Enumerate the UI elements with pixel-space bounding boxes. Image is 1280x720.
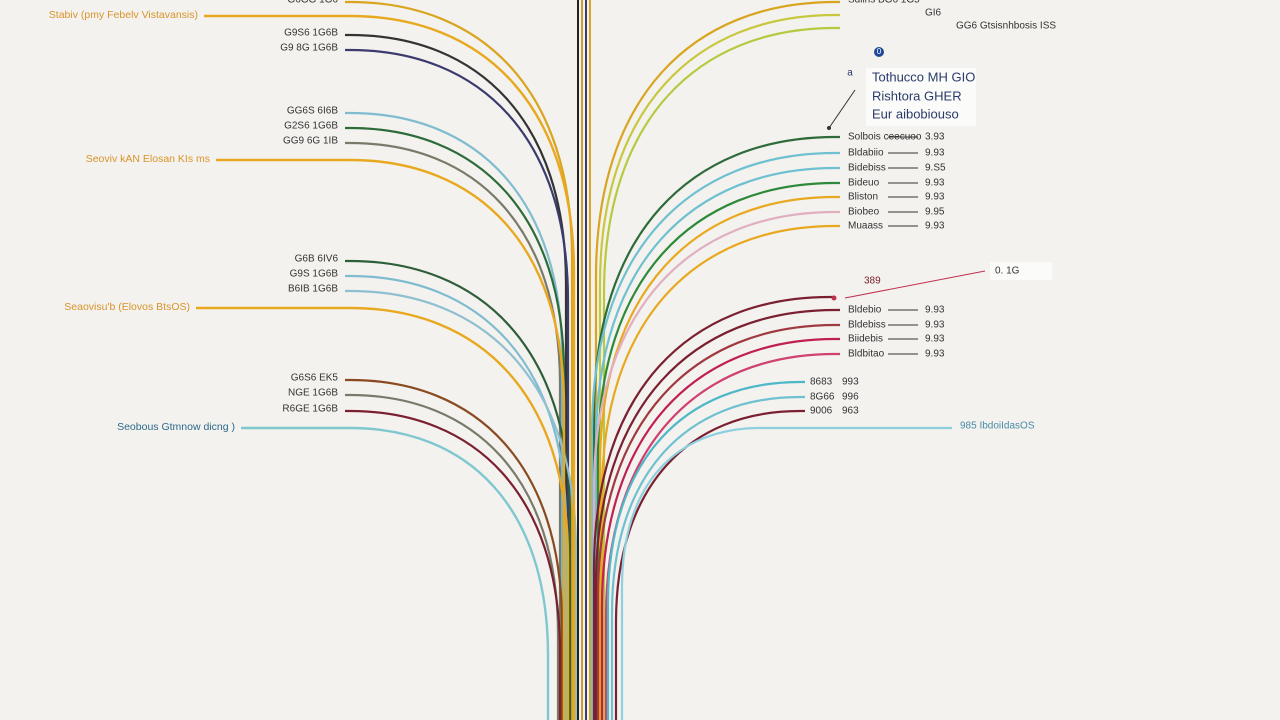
- flow-line: [594, 0, 840, 720]
- row-value: 9.95: [925, 207, 945, 218]
- row-value: 9.93: [925, 349, 945, 360]
- left-label: G9 8G 1G6B: [280, 43, 338, 54]
- row-name: Bideuo: [848, 178, 880, 189]
- flow-line: [592, 295, 834, 720]
- flow-line: [241, 426, 550, 720]
- left-label: G9S 1G6B: [290, 269, 339, 280]
- right-top-label: GG6 Gtsisnhbosis ISS: [956, 21, 1056, 32]
- flow-line: [598, 13, 840, 720]
- code-name: 9006: [810, 406, 833, 417]
- flow-line: [590, 151, 840, 720]
- row-value: 9.93: [925, 334, 945, 345]
- flow-line: [345, 126, 566, 720]
- flow-line: [614, 409, 805, 720]
- left-label: GG6S 6I6B: [287, 106, 338, 117]
- code-value: 963: [842, 406, 859, 417]
- row-value: 9.93: [925, 221, 945, 232]
- flow-line: [600, 224, 840, 720]
- row-value: 9.93: [925, 320, 945, 331]
- right-top-label: GI6: [925, 8, 942, 19]
- row-value: 9.93: [925, 305, 945, 316]
- marker: a: [847, 68, 853, 79]
- left-label: G6S6 EK5: [291, 373, 339, 384]
- row-name: Bldebio: [848, 305, 882, 316]
- group-label: Seobous Gtmnow dicng ): [117, 421, 235, 433]
- group-label: Seoviv kAN Elosan KIs ms: [86, 153, 210, 165]
- row-name: Biobeo: [848, 207, 880, 218]
- lines: [196, 0, 952, 720]
- flow-line: [596, 181, 840, 720]
- row-name: Bldebiss: [848, 320, 886, 331]
- pointer: [828, 89, 856, 129]
- code-value: 993: [842, 377, 859, 388]
- flow-line: [606, 380, 805, 720]
- row-value: 9.93: [925, 148, 945, 159]
- row-name: Bldbitao: [848, 349, 885, 360]
- left-label: GG9 6G 1IB: [283, 136, 338, 147]
- note-line: Tothucco MH GIO: [872, 69, 975, 84]
- left-label: G9S6 1G6B: [284, 28, 338, 39]
- flow-line: [345, 48, 570, 720]
- left-label: G6B 6IV6: [295, 254, 339, 265]
- small-note: 389: [864, 276, 881, 287]
- code-value: 996: [842, 392, 859, 403]
- row-name: Bldabiio: [848, 148, 884, 159]
- note-line: Eur aibobiouso: [872, 106, 959, 121]
- tag-box: [990, 262, 1052, 280]
- left-label: NGE 1G6B: [288, 388, 338, 399]
- group-label: Stabiv (pmy Febelv Vistavansis): [49, 9, 198, 21]
- flow-line: [602, 26, 840, 720]
- bottom-label: 985 IbdoiIdasOS: [960, 421, 1035, 432]
- row-value: 9.93: [925, 192, 945, 203]
- row-name: Bliston: [848, 192, 878, 203]
- pointer-end: [827, 126, 831, 130]
- dot-label: 0: [877, 47, 882, 56]
- left-label: G2S6 1G6B: [284, 121, 338, 132]
- flow-line: [600, 337, 840, 720]
- row-value: 3.93: [925, 132, 945, 143]
- flow-line: [594, 308, 840, 720]
- flow-line: [216, 158, 566, 720]
- group-label: Seaovisu'b (Elovos BtsOS): [64, 301, 190, 313]
- flow-line: [598, 195, 840, 720]
- flow-line: [594, 166, 840, 720]
- flow-line: [620, 426, 952, 720]
- left-label: B6IB 1G6B: [288, 284, 338, 295]
- code-name: 8G66: [810, 392, 835, 403]
- flow-line: [204, 14, 576, 720]
- pointer-end: [831, 295, 837, 301]
- code-name: 8683: [810, 377, 833, 388]
- left-label: R6GE 1G6B: [282, 404, 338, 415]
- note-line: Rishtora GHER: [872, 88, 962, 103]
- flow-line: [345, 378, 564, 720]
- pointer: [844, 270, 986, 299]
- flow-line: [610, 395, 805, 720]
- row-name: Muaass: [848, 221, 883, 232]
- labels: G6GG 1G6 G9S6 1G6B G9 8G 1G6B GG6S 6I6B G2S6…: [49, 0, 1057, 433]
- row-name: Biidebis: [848, 334, 883, 345]
- row-name: Solbois ceecuoo: [848, 132, 922, 143]
- flow-line: [345, 409, 562, 720]
- tag: 0. 1G: [995, 266, 1020, 277]
- right-top-label: Sdiihs BG6 1G5: [848, 0, 920, 6]
- flow-line: [592, 210, 840, 720]
- left-label: G6GG 1G6: [287, 0, 338, 6]
- flow-line: [596, 323, 840, 720]
- note-box: [866, 68, 976, 126]
- row-value: 9.S5: [925, 163, 946, 174]
- flow-line: [196, 306, 570, 720]
- row-name: Bidebiss: [848, 163, 886, 174]
- row-value: 9.93: [925, 178, 945, 189]
- dot: [874, 47, 884, 57]
